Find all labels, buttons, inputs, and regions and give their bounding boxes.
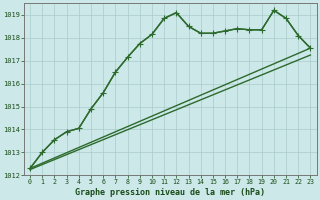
X-axis label: Graphe pression niveau de la mer (hPa): Graphe pression niveau de la mer (hPa) — [75, 188, 265, 197]
